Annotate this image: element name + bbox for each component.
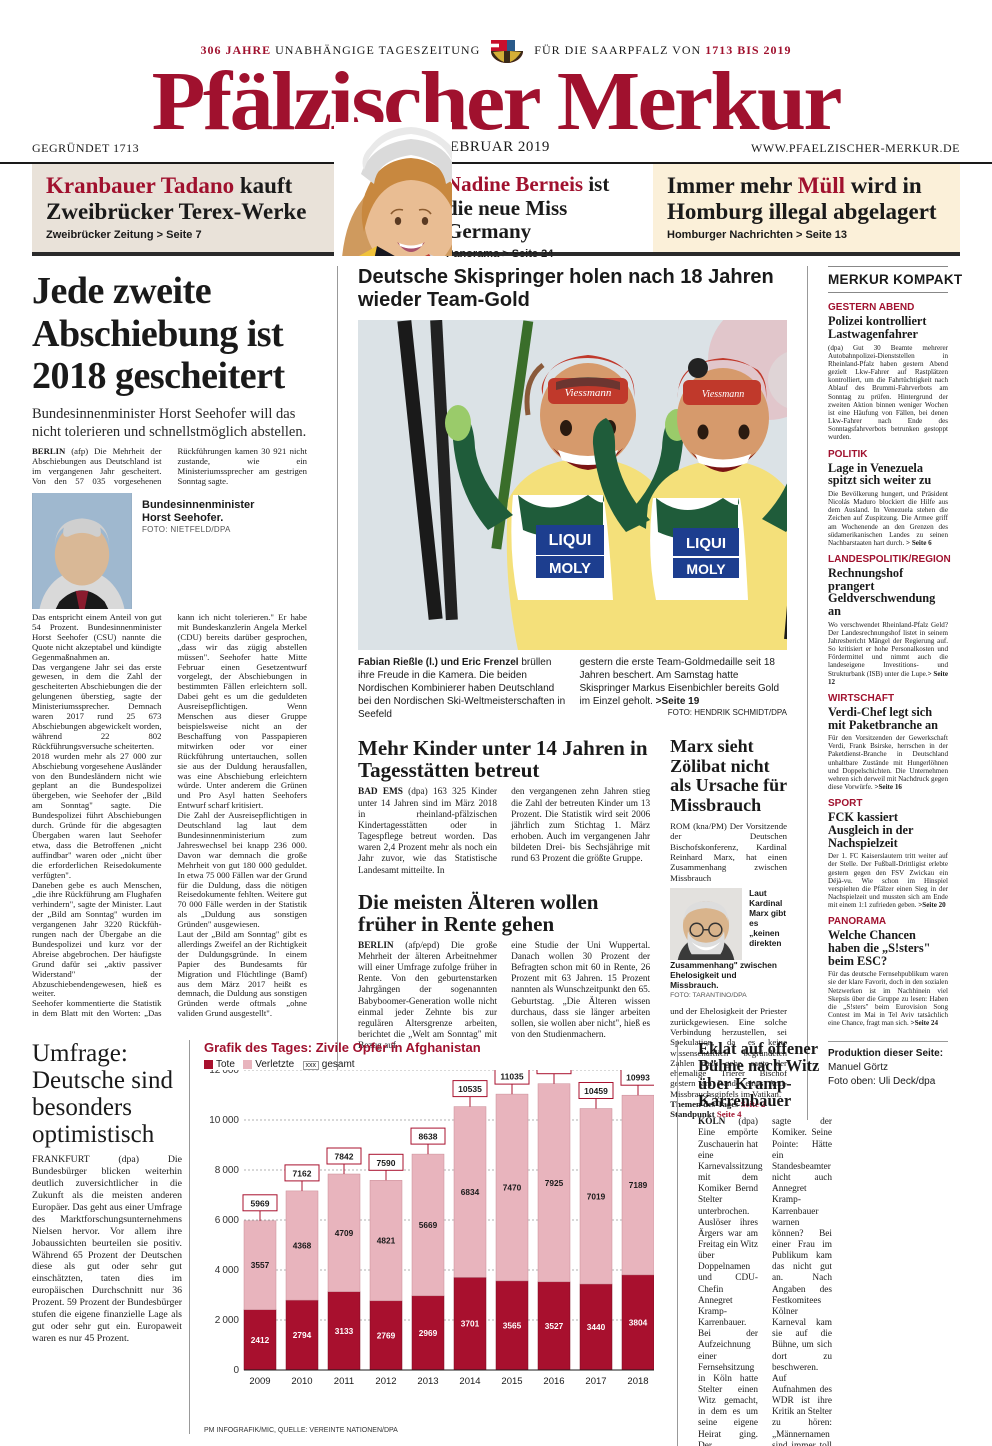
svg-text:11452: 11452 — [542, 1070, 565, 1071]
svg-text:2794: 2794 — [293, 1330, 312, 1340]
svg-text:2969: 2969 — [419, 1328, 438, 1338]
svg-text:2 000: 2 000 — [215, 1315, 240, 1326]
svg-text:3527: 3527 — [545, 1321, 564, 1331]
svg-text:7189: 7189 — [629, 1180, 648, 1190]
svg-text:3565: 3565 — [503, 1320, 522, 1330]
svg-text:10 000: 10 000 — [209, 1115, 239, 1126]
svg-text:2011: 2011 — [334, 1376, 354, 1387]
svg-text:2018: 2018 — [627, 1376, 648, 1387]
svg-text:2012: 2012 — [375, 1376, 396, 1387]
svg-text:4821: 4821 — [377, 1236, 396, 1246]
svg-text:MOLY: MOLY — [549, 560, 591, 577]
svg-text:2017: 2017 — [585, 1376, 606, 1387]
svg-text:2013: 2013 — [417, 1376, 438, 1387]
svg-text:7019: 7019 — [587, 1191, 606, 1201]
svg-text:3133: 3133 — [335, 1326, 354, 1336]
svg-text:MOLY: MOLY — [686, 561, 726, 577]
svg-text:11035: 11035 — [500, 1072, 523, 1082]
svg-text:0: 0 — [233, 1365, 239, 1376]
svg-text:6834: 6834 — [461, 1187, 480, 1197]
svg-text:6 000: 6 000 — [215, 1215, 240, 1226]
svg-text:Viessmann: Viessmann — [565, 387, 612, 399]
svg-text:4 000: 4 000 — [215, 1265, 240, 1276]
svg-text:8638: 8638 — [419, 1132, 438, 1142]
svg-text:Viessmann: Viessmann — [702, 389, 745, 400]
svg-text:3440: 3440 — [587, 1322, 606, 1332]
svg-text:3557: 3557 — [251, 1260, 270, 1270]
svg-text:12 000: 12 000 — [209, 1070, 239, 1076]
svg-text:2010: 2010 — [291, 1376, 312, 1387]
svg-text:LIQUI: LIQUI — [549, 532, 592, 549]
svg-text:7842: 7842 — [335, 1152, 354, 1162]
svg-text:10993: 10993 — [626, 1073, 650, 1083]
svg-text:7162: 7162 — [293, 1168, 312, 1178]
svg-text:LIQUI: LIQUI — [686, 535, 726, 552]
svg-text:10459: 10459 — [584, 1086, 608, 1096]
svg-text:4709: 4709 — [335, 1228, 354, 1238]
svg-text:3804: 3804 — [629, 1317, 648, 1327]
svg-text:7925: 7925 — [545, 1178, 564, 1188]
svg-text:2412: 2412 — [251, 1335, 270, 1345]
svg-text:3701: 3701 — [461, 1319, 480, 1329]
svg-text:2016: 2016 — [543, 1376, 564, 1387]
svg-text:8 000: 8 000 — [215, 1165, 240, 1176]
svg-text:2009: 2009 — [249, 1376, 270, 1387]
svg-text:7470: 7470 — [503, 1183, 522, 1193]
svg-text:5969: 5969 — [251, 1198, 270, 1208]
svg-text:2014: 2014 — [459, 1376, 480, 1387]
svg-text:10535: 10535 — [458, 1084, 482, 1094]
svg-text:2769: 2769 — [377, 1330, 396, 1340]
svg-text:2015: 2015 — [501, 1376, 522, 1387]
svg-text:4368: 4368 — [293, 1241, 312, 1251]
svg-text:7590: 7590 — [377, 1158, 396, 1168]
svg-text:5669: 5669 — [419, 1220, 438, 1230]
